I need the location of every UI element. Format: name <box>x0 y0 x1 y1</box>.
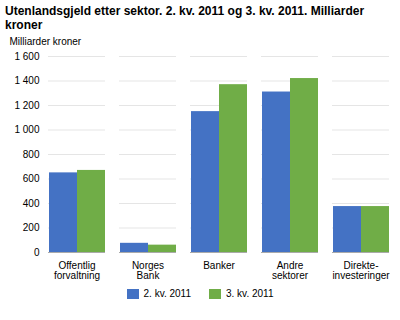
svg-text:1 200: 1 200 <box>14 100 39 111</box>
svg-text:600: 600 <box>23 173 40 184</box>
svg-text:1 400: 1 400 <box>14 75 39 86</box>
svg-text:NorgesBank: NorgesBank <box>132 260 164 281</box>
svg-text:Direkte-investeringer: Direkte-investeringer <box>332 260 390 281</box>
svg-text:800: 800 <box>23 149 40 160</box>
svg-text:Offentligforvaltning: Offentligforvaltning <box>54 260 100 281</box>
svg-text:Banker: Banker <box>203 260 235 271</box>
svg-text:400: 400 <box>23 198 40 209</box>
html-text:2. kv. 2011: 2. kv. 2011 <box>143 288 191 299</box>
svg-text:0: 0 <box>34 247 40 258</box>
svg-text:1 000: 1 000 <box>14 124 39 135</box>
html-text:Utenlandsgjeld etter sektor. 2: Utenlandsgjeld etter sektor. 2. kv. 2011… <box>5 4 365 32</box>
svg-text:200: 200 <box>23 222 40 233</box>
svg-text:Andresektorer: Andresektorer <box>272 260 309 281</box>
svg-text:1 600: 1 600 <box>14 51 39 62</box>
html-text:3. kv. 2011: 3. kv. 2011 <box>226 288 274 299</box>
svg-text:Milliarder kroner: Milliarder kroner <box>10 36 82 47</box>
